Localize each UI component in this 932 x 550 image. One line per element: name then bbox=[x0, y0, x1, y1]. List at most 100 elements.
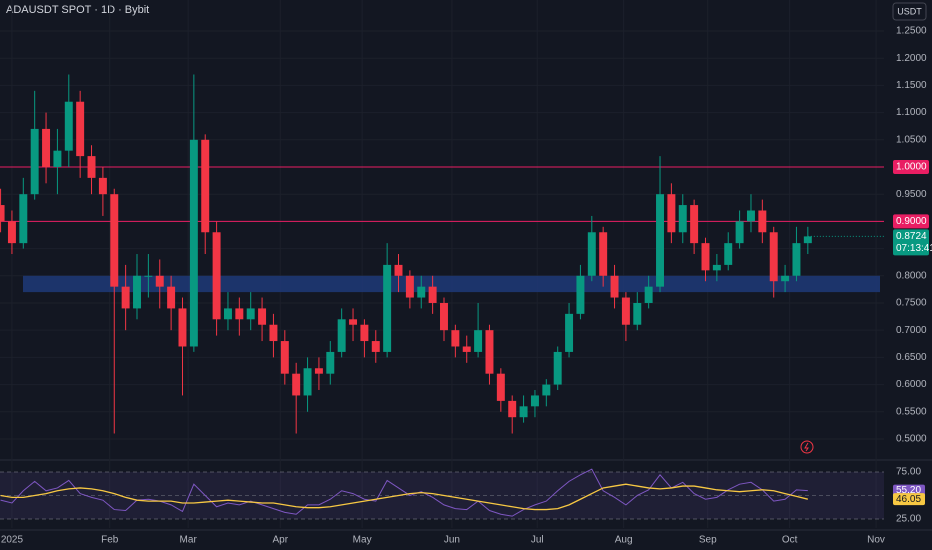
candle-body bbox=[371, 341, 380, 352]
candle-body bbox=[280, 341, 289, 374]
x-tick-label: Apr bbox=[272, 535, 288, 546]
candle-body bbox=[30, 128, 39, 195]
candle-body bbox=[758, 210, 767, 233]
candle-body bbox=[621, 297, 630, 325]
alert-icon[interactable] bbox=[800, 440, 814, 454]
alert-bolt bbox=[804, 442, 809, 452]
candle-body bbox=[565, 313, 574, 352]
value-tag-label: 55.20 bbox=[896, 485, 921, 496]
bar-countdown: 07:13:41 bbox=[896, 243, 932, 254]
candle-body bbox=[428, 286, 437, 303]
y-tick-label: 1.1000 bbox=[896, 107, 927, 118]
candle-body bbox=[440, 302, 448, 331]
candle-body bbox=[212, 232, 221, 320]
level-tag bbox=[893, 159, 929, 174]
candle-body bbox=[87, 156, 96, 178]
candle-body bbox=[0, 205, 5, 222]
candle-body bbox=[712, 264, 721, 271]
value-tag-label: 46.05 bbox=[896, 494, 921, 505]
currency-label[interactable]: USDT bbox=[897, 6, 922, 16]
candle-body bbox=[64, 101, 73, 151]
last-price-label: 0.8724 bbox=[896, 231, 927, 242]
candle-body bbox=[485, 330, 494, 374]
candle-body bbox=[656, 194, 664, 287]
candle-body bbox=[769, 232, 778, 282]
candle-body bbox=[781, 275, 790, 282]
candle-body bbox=[599, 232, 608, 276]
candle-body bbox=[360, 324, 369, 342]
candle-body bbox=[53, 150, 62, 167]
candle-body bbox=[235, 308, 244, 320]
x-tick-label: Jul bbox=[531, 535, 544, 546]
candle-body bbox=[178, 308, 187, 347]
y-tick-label: 0.9500 bbox=[896, 189, 927, 200]
candle-body bbox=[314, 368, 323, 374]
y-tick-label: 0.5500 bbox=[896, 406, 927, 417]
level-tag bbox=[893, 214, 929, 229]
candle-body bbox=[735, 221, 744, 244]
candle-body bbox=[667, 194, 676, 233]
candle-body bbox=[508, 400, 517, 418]
y-tick-label: 0.8000 bbox=[896, 270, 927, 281]
y-tick-label: 0.6000 bbox=[896, 379, 927, 390]
candle-body bbox=[337, 319, 346, 352]
x-tick-label: Sep bbox=[699, 535, 717, 546]
y-tick-label: 0.6500 bbox=[896, 352, 927, 363]
candle-body bbox=[42, 128, 51, 167]
candle-body bbox=[587, 232, 596, 276]
candle-body bbox=[746, 210, 755, 222]
x-tick-label: Feb bbox=[101, 535, 119, 546]
candle-body bbox=[155, 275, 164, 287]
candle-body bbox=[144, 275, 153, 277]
x-tick-label: 2025 bbox=[1, 535, 24, 546]
y-tick-label: 0.7000 bbox=[896, 325, 927, 336]
candle-body bbox=[530, 395, 539, 407]
candle-body bbox=[633, 302, 642, 325]
candle-body bbox=[133, 275, 141, 309]
candle-body bbox=[724, 243, 733, 265]
candle-body bbox=[462, 346, 471, 352]
candle-body bbox=[258, 308, 267, 325]
candle-body bbox=[269, 324, 278, 342]
candle-body bbox=[553, 351, 562, 385]
y-tick-label: 0.7500 bbox=[896, 298, 927, 309]
candle-body bbox=[542, 384, 551, 396]
candle-body bbox=[19, 194, 28, 244]
candle-body bbox=[223, 308, 232, 320]
candle-body bbox=[98, 177, 107, 195]
candle-body bbox=[519, 406, 528, 418]
candle-body bbox=[678, 205, 687, 233]
candle-body bbox=[121, 286, 130, 309]
candle-body bbox=[417, 286, 426, 298]
symbol-title: ADAUSDT SPOT · 1D · Bybit bbox=[6, 4, 149, 16]
candle-body bbox=[690, 205, 699, 244]
candle-body bbox=[701, 243, 710, 271]
candle-body bbox=[474, 330, 483, 352]
last-price-tag bbox=[893, 229, 929, 256]
y-tick-label: 0.5000 bbox=[896, 434, 927, 445]
candle-body bbox=[394, 264, 403, 276]
x-tick-label: Mar bbox=[180, 535, 198, 546]
x-tick-label: Oct bbox=[782, 535, 798, 546]
x-tick-label: May bbox=[353, 535, 372, 546]
candle-body bbox=[349, 319, 358, 325]
candle-body bbox=[292, 373, 301, 396]
candle-body bbox=[76, 101, 85, 157]
y-tick-label: 1.0500 bbox=[896, 134, 927, 145]
candle-body bbox=[303, 368, 312, 396]
candle-body bbox=[7, 221, 16, 244]
currency-button[interactable] bbox=[892, 2, 927, 21]
y-tick-label: 25.00 bbox=[896, 514, 921, 525]
candle-body bbox=[326, 351, 335, 374]
candle-body bbox=[167, 286, 176, 309]
rsi-line bbox=[0, 483, 808, 511]
level-tag-label: 0.9000 bbox=[896, 216, 927, 227]
x-tick-label: Jun bbox=[444, 535, 460, 546]
y-tick-label: 1.1500 bbox=[896, 80, 927, 91]
y-tick-label: 1.2500 bbox=[896, 26, 927, 37]
candle-body bbox=[803, 236, 812, 244]
candle-body bbox=[405, 275, 414, 298]
candle-body bbox=[792, 243, 801, 276]
